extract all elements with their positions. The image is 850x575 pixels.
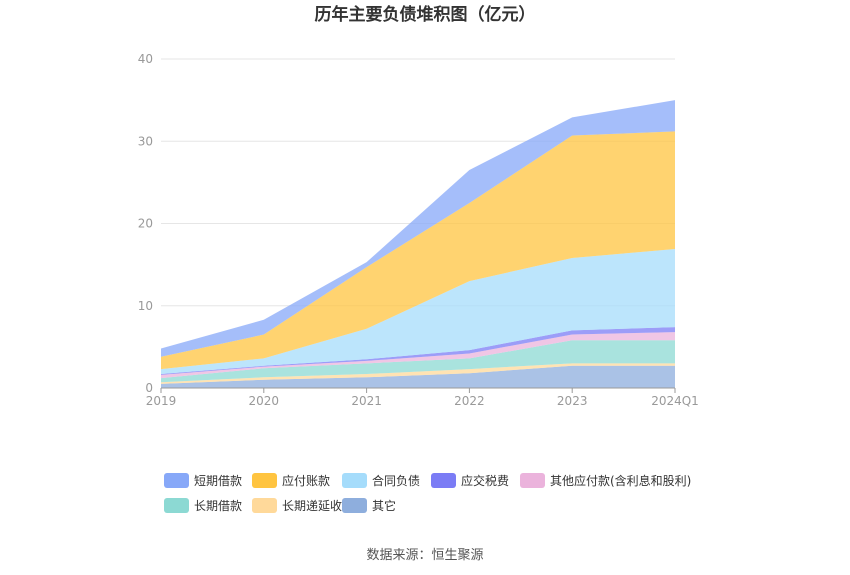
area-series-5 [161, 248, 675, 375]
legend-item[interactable]: 短期借款 [164, 473, 242, 488]
legend-swatch [252, 473, 277, 488]
y-tick-label: 0 [145, 381, 153, 395]
legend-item[interactable]: 长期递延收益 [252, 498, 354, 513]
legend-swatch [164, 473, 189, 488]
source-note: 数据来源：恒生聚源 [366, 548, 483, 563]
legend-label: 应交税费 [461, 473, 509, 488]
legend-label: 应付账款 [282, 473, 330, 488]
y-axis: 0 10 20 30 40 [138, 52, 153, 395]
x-axis: 2019 2020 2021 2022 2023 2024Q1 [146, 387, 699, 408]
x-tick-label: 2024Q1 [651, 394, 699, 408]
chart-title: 历年主要负债堆积图（亿元） [315, 4, 536, 25]
legend-item[interactable]: 其它 [342, 498, 396, 513]
area-series-3 [161, 332, 675, 379]
legend-label: 合同负债 [372, 473, 420, 488]
legend-label: 其它 [372, 498, 396, 513]
x-tick-label: 2022 [454, 394, 485, 408]
legend-label: 长期借款 [194, 499, 242, 513]
y-tick-label: 30 [138, 134, 153, 148]
x-tick-label: 2021 [351, 394, 382, 408]
y-tick-label: 10 [138, 299, 153, 313]
legend-item[interactable]: 合同负债 [342, 473, 420, 488]
legend-label: 短期借款 [194, 474, 242, 488]
x-tick-label: 2023 [557, 394, 588, 408]
legend-label: 其他应付款(含利息和股利) [550, 473, 691, 488]
legend-swatch [164, 498, 189, 513]
area-series-0 [161, 365, 675, 388]
area-series-2 [161, 340, 675, 383]
area-series-4 [161, 327, 675, 375]
x-tick-label: 2020 [249, 394, 280, 408]
legend-swatch [431, 473, 456, 488]
legend-item[interactable]: 应付账款 [252, 473, 330, 488]
legend-swatch [520, 473, 545, 488]
legend-item[interactable]: 长期借款 [164, 498, 242, 513]
x-tick-label: 2019 [146, 394, 177, 408]
legend-swatch [342, 498, 367, 513]
area-series-6 [161, 131, 675, 370]
legend-item[interactable]: 应交税费 [431, 473, 509, 488]
legend-swatch [252, 498, 277, 513]
area-series-1 [161, 363, 675, 384]
legend-label: 长期递延收益 [282, 499, 354, 513]
area-series-group [161, 100, 675, 388]
legend-item[interactable]: 其他应付款(含利息和股利) [520, 473, 691, 488]
y-tick-label: 40 [138, 52, 153, 66]
legend: 短期借款 应付账款 合同负债 应交税费 其他应付款(含利息和股利) 长期借款 长期递延收益 其… [164, 473, 691, 513]
y-tick-label: 20 [138, 217, 153, 231]
area-series-7 [161, 100, 675, 357]
legend-swatch [342, 473, 367, 488]
